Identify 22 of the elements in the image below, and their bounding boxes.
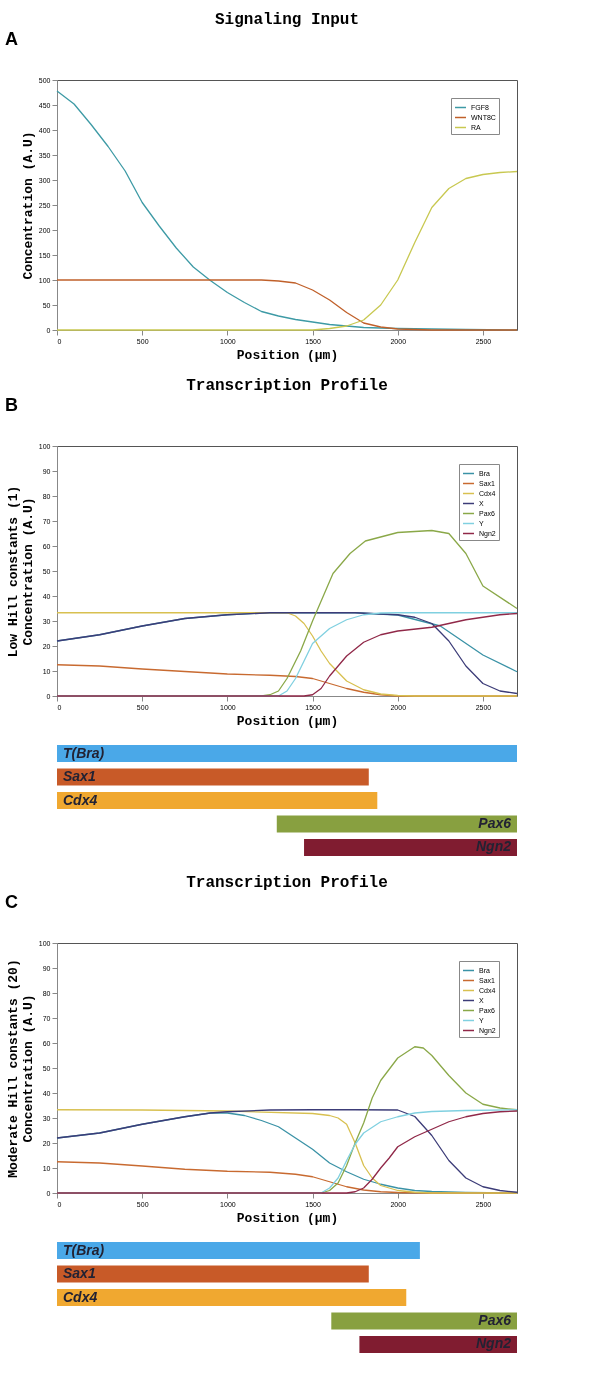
- category-label: T(Bra): [63, 1241, 105, 1258]
- text: A: [5, 29, 18, 49]
- category-label: Sax1: [63, 1265, 96, 1282]
- chart-title: Transcription Profile: [186, 874, 388, 892]
- category-label: Ngn2: [476, 1335, 511, 1352]
- category-label: Pax6: [478, 814, 511, 831]
- category-label: Pax6: [478, 1311, 511, 1328]
- chart-title: Transcription Profile: [186, 377, 388, 395]
- y-axis-title: Low Hill constants (1) Concentration (A.U): [5, 485, 36, 658]
- x-axis-title: Position (µm): [236, 1210, 339, 1226]
- x-axis-title: Position (µm): [236, 713, 339, 729]
- text: B: [5, 395, 18, 415]
- category-label: Ngn2: [476, 838, 511, 855]
- category-label: T(Bra): [63, 744, 105, 761]
- text: C: [5, 892, 18, 912]
- category-label: Cdx4: [63, 1288, 98, 1305]
- category-label: Cdx4: [63, 791, 98, 808]
- chart-title: Signaling Input: [214, 11, 360, 29]
- category-label: Sax1: [63, 768, 96, 785]
- y-axis-title: Moderate Hill constants (20) Concentration (A.U): [5, 959, 36, 1178]
- y-axis-title: Concentration (A.U): [20, 131, 36, 280]
- x-axis-title: Position (µm): [236, 347, 339, 363]
